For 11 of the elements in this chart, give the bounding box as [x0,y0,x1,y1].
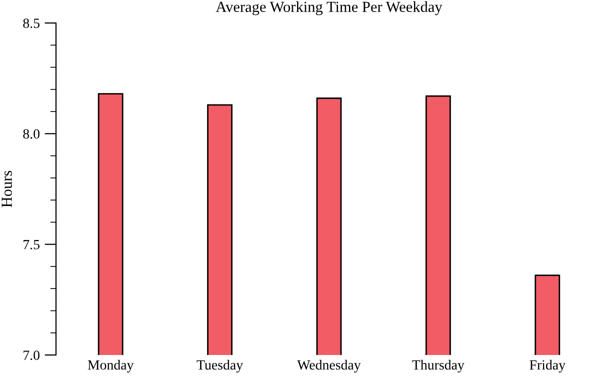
x-tick-label: Wednesday [297,360,361,372]
chart-title: Average Working Time Per Weekday [216,1,442,16]
y-tick-label: 8.0 [23,129,40,139]
y-tick-label: 7.0 [24,350,40,360]
x-tick-label: Friday [530,360,566,372]
y-tick-label: 8.5 [23,18,40,28]
x-tick-label: Thursday [412,360,464,372]
y-tick-label: 7.5 [24,240,40,250]
x-tick-label: Tuesday [196,360,244,372]
y-axis-title: Hours [2,170,12,208]
x-tick-label: Monday [88,360,134,372]
